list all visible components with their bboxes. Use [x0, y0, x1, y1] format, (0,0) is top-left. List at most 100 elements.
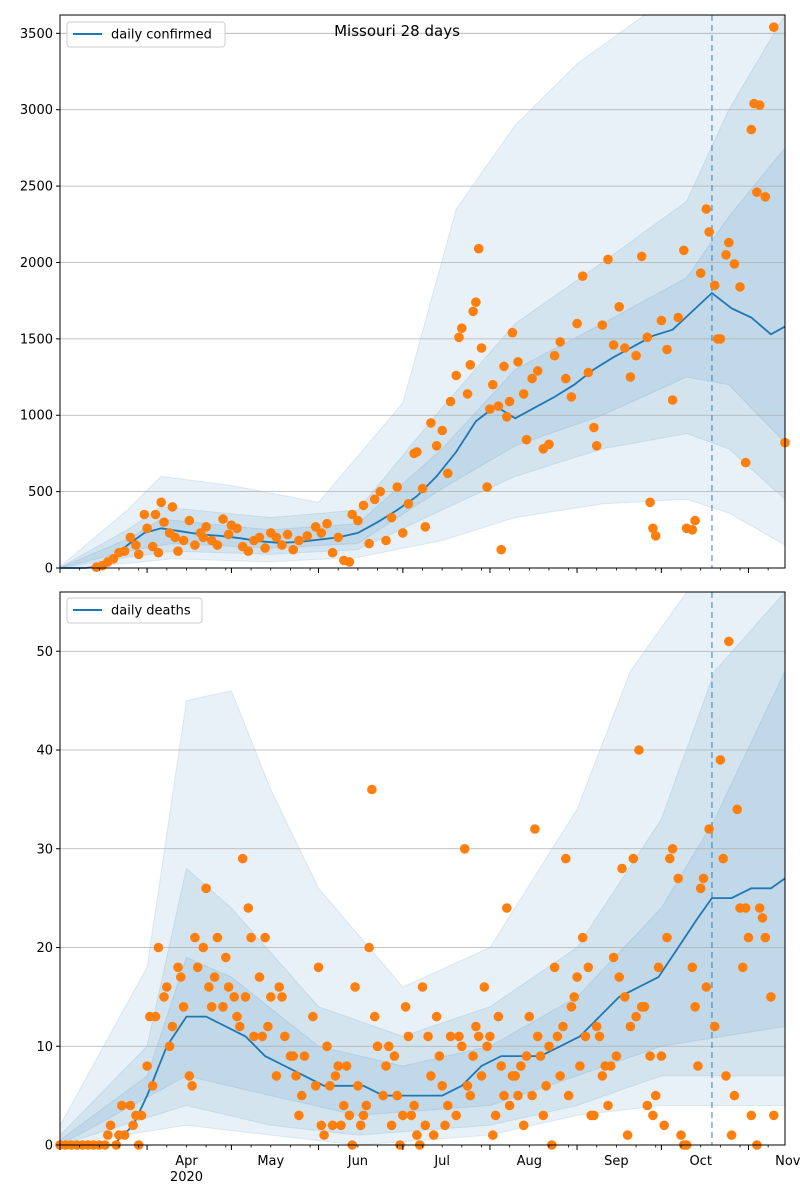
observed-point [465, 360, 476, 370]
observed-point [428, 1130, 439, 1140]
observed-point [504, 1100, 515, 1111]
observed-point [204, 982, 214, 992]
observed-point [274, 982, 285, 992]
observed-point [322, 1041, 332, 1052]
observed-point [403, 499, 414, 509]
observed-point [580, 1031, 591, 1042]
observed-point [243, 903, 254, 913]
observed-point [673, 873, 683, 884]
observed-point [190, 540, 200, 550]
observed-point [310, 522, 321, 532]
observed-point [513, 1090, 523, 1101]
observed-point [353, 1081, 363, 1091]
observed-point [597, 1071, 608, 1081]
x-tick-label: Sep [604, 1154, 629, 1169]
observed-point [128, 1120, 138, 1131]
observed-point [561, 853, 571, 864]
observed-point [341, 1061, 352, 1071]
observed-point [715, 334, 726, 344]
observed-point [693, 1061, 703, 1071]
observed-point [634, 745, 644, 755]
observed-point [294, 535, 304, 546]
observed-point [530, 824, 540, 834]
observed-point [136, 1110, 147, 1121]
observed-point [235, 1021, 245, 1032]
observed-point [206, 1002, 217, 1012]
observed-point [516, 1061, 526, 1071]
observed-point [757, 913, 768, 923]
observed-point [729, 1090, 740, 1101]
observed-point [344, 1110, 355, 1121]
observed-point [760, 192, 771, 202]
observed-point [645, 497, 655, 508]
observed-point [457, 1041, 467, 1052]
observed-point [746, 1110, 757, 1121]
observed-point [704, 824, 714, 834]
observed-point [229, 992, 239, 1002]
observed-point [454, 1031, 464, 1042]
observed-point [690, 1002, 700, 1012]
observed-point [473, 1031, 484, 1042]
observed-point [260, 543, 270, 553]
observed-point [417, 982, 428, 992]
observed-point [443, 1100, 453, 1111]
observed-point [510, 1071, 520, 1081]
x-year-label: 2020 [170, 1170, 203, 1185]
observed-point [687, 962, 698, 973]
observed-point [648, 523, 658, 534]
observed-point [423, 1031, 433, 1042]
observed-point [223, 529, 234, 540]
observed-point [344, 557, 355, 567]
observed-point [541, 1081, 551, 1091]
observed-point [333, 1061, 344, 1071]
observed-point [591, 441, 602, 451]
observed-point [701, 204, 712, 214]
observed-point [476, 343, 487, 353]
observed-point [336, 1120, 346, 1131]
y-tick-label: 3500 [20, 27, 53, 42]
observed-point [173, 546, 183, 556]
observed-point [738, 962, 748, 973]
deaths-panel: 0 10 20 30 40 50 Apr May Jun Jul Aug Sep Oct Nov 2020… [36, 590, 800, 1185]
confirmed-panel: 0 500 1000 1500 2000 2500 3000 3500 Missouri 28… [20, 13, 790, 577]
observed-point [302, 531, 313, 541]
observed-point [667, 844, 678, 854]
observed-point [459, 844, 470, 854]
observed-point [325, 1081, 335, 1091]
observed-point [119, 1130, 130, 1140]
observed-point [729, 259, 740, 269]
observed-point [614, 972, 624, 982]
observed-point [735, 282, 745, 292]
observed-point [364, 942, 374, 953]
observed-point [437, 1081, 448, 1091]
observed-point [521, 1051, 532, 1061]
observed-point [392, 482, 403, 492]
observed-point [190, 932, 200, 943]
observed-point [178, 535, 189, 546]
observed-point [473, 243, 484, 254]
observed-point [232, 1011, 242, 1022]
observed-point [223, 982, 234, 992]
observed-point [603, 254, 613, 265]
observed-point [577, 271, 588, 282]
observed-point [198, 942, 209, 953]
observed-point [760, 932, 771, 943]
observed-point [263, 1021, 273, 1032]
observed-point [518, 389, 529, 399]
observed-point [257, 1031, 268, 1042]
observed-point [240, 992, 251, 1002]
observed-point [625, 372, 636, 382]
observed-point [277, 992, 287, 1002]
observed-point [648, 1110, 658, 1121]
observed-point [479, 982, 490, 992]
observed-point [426, 1071, 436, 1081]
observed-point [667, 395, 678, 405]
observed-point [246, 932, 256, 943]
observed-point [589, 1110, 599, 1121]
y-tick-label: 2000 [20, 256, 53, 271]
y-tick-label: 500 [28, 485, 53, 500]
observed-point [538, 1110, 549, 1121]
observed-point [381, 1061, 391, 1071]
observed-point [617, 863, 627, 874]
legend-box [66, 597, 203, 624]
